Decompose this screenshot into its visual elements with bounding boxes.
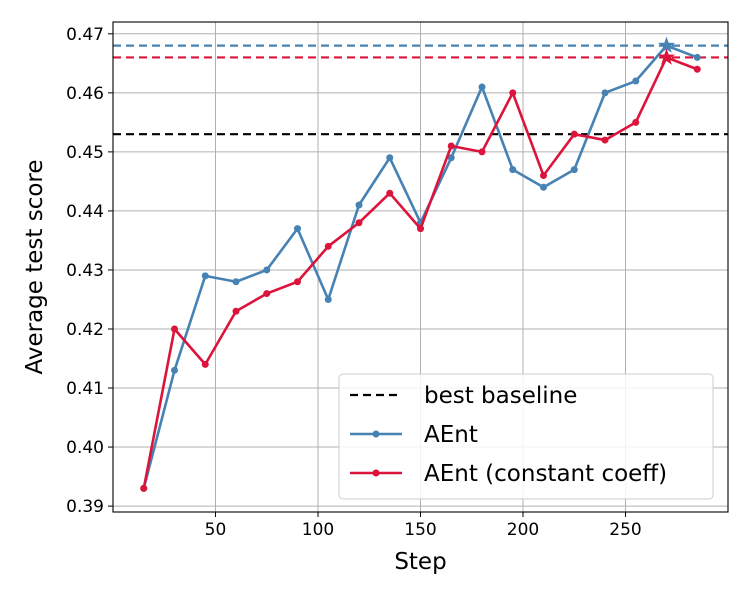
data-point <box>570 166 578 174</box>
data-point <box>693 65 701 73</box>
data-point <box>294 278 301 286</box>
data-point <box>509 166 517 174</box>
x-tick-label: 150 <box>404 520 436 540</box>
series-group <box>140 48 701 492</box>
data-point <box>171 325 178 333</box>
data-point <box>447 154 455 162</box>
data-point <box>324 295 332 303</box>
data-point <box>386 189 394 197</box>
data-point <box>386 154 394 162</box>
legend: best baseline AEnt AEnt (constant coeff) <box>338 373 714 500</box>
data-point <box>324 242 332 250</box>
grid-lines <box>113 22 728 512</box>
data-point <box>509 89 517 97</box>
x-tick-label: 50 <box>205 520 227 540</box>
data-point <box>447 142 455 150</box>
data-point <box>478 83 486 91</box>
y-tick-label: 0.43 <box>66 261 104 281</box>
data-point <box>540 183 547 191</box>
y-tick-label: 0.44 <box>66 202 104 222</box>
legend-marker <box>372 469 380 477</box>
data-point <box>294 225 301 233</box>
y-tick-label: 0.47 <box>66 25 104 45</box>
data-point <box>201 272 209 280</box>
legend-marker <box>372 430 380 438</box>
data-point <box>417 225 424 233</box>
data-point <box>171 366 178 374</box>
data-point <box>140 484 148 492</box>
data-point <box>632 118 640 126</box>
best-marker-star-icon <box>657 36 676 53</box>
y-tick-label: 0.40 <box>66 438 104 458</box>
data-point <box>232 307 240 315</box>
data-point <box>263 266 271 274</box>
legend-label: best baseline <box>424 383 577 409</box>
data-point <box>601 89 609 97</box>
y-tick-label: 0.45 <box>66 143 104 163</box>
data-point <box>632 77 640 85</box>
legend-label: AEnt (constant coeff) <box>424 461 667 487</box>
x-tick-label: 250 <box>609 520 641 540</box>
x-axis-title: Step <box>394 549 446 575</box>
x-tick-label: 200 <box>507 520 539 540</box>
data-point <box>601 136 609 144</box>
data-point <box>201 360 209 368</box>
data-point <box>355 219 363 227</box>
y-tick-label: 0.39 <box>66 497 104 517</box>
legend-label: AEnt <box>424 422 478 448</box>
legend-box <box>338 373 714 500</box>
data-point <box>355 201 363 209</box>
data-point <box>478 148 486 156</box>
data-point <box>570 130 578 138</box>
data-point <box>263 290 271 298</box>
y-tick-label: 0.42 <box>66 320 104 340</box>
best-marker-star-icon <box>657 48 676 65</box>
x-tick-label: 100 <box>302 520 334 540</box>
y-tick-label: 0.46 <box>66 84 104 104</box>
data-point <box>693 53 701 61</box>
data-point <box>232 278 240 286</box>
y-tick-label: 0.41 <box>66 379 104 399</box>
data-point <box>540 171 547 179</box>
y-axis-title: Average test score <box>22 159 48 374</box>
